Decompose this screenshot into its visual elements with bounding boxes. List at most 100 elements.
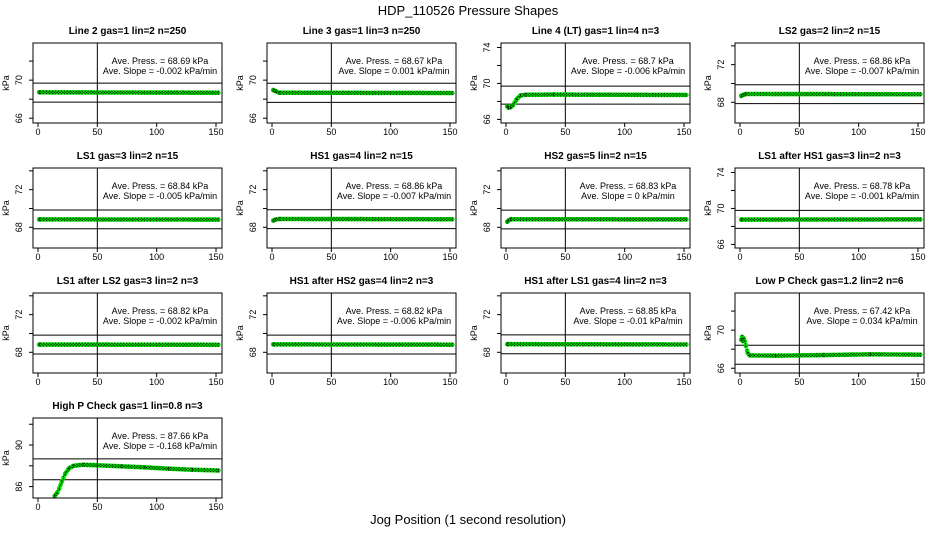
subplot-title: Low P Check gas=1.2 lin=2 n=6 [756, 276, 904, 287]
y-tick-label: 66 [248, 113, 258, 123]
annotation-ave-press: Ave. Press. = 68.83 kPa [580, 181, 677, 191]
x-tick-label: 0 [35, 127, 40, 137]
subplot-title: HS1 after LS1 gas=4 lin=2 n=3 [524, 276, 667, 287]
x-tick-label: 100 [851, 252, 866, 262]
annotation-ave-press: Ave. Press. = 68.67 kPa [346, 56, 443, 66]
annotation-ave-press: Ave. Press. = 68.78 kPa [814, 181, 911, 191]
figure-title: HDP_110526 Pressure Shapes [377, 3, 559, 18]
x-tick-label: 50 [92, 127, 102, 137]
x-tick-label: 0 [737, 377, 742, 387]
annotation-ave-press: Ave. Press. = 87.66 kPa [112, 431, 209, 441]
x-tick-label: 150 [910, 252, 925, 262]
x-tick-label: 100 [617, 377, 632, 387]
annotation-ave-slope: Ave. Slope = 0 kPa/min [581, 191, 675, 201]
x-tick-label: 100 [149, 252, 164, 262]
x-tick-label: 100 [383, 127, 398, 137]
subplot-ls1: 0 50 100 150 68 72 kPa LS1 gas=3 lin=2 n=15 Ave.… [0, 143, 234, 268]
x-tick-label: 50 [92, 502, 102, 512]
x-tick-label: 100 [617, 252, 632, 262]
plot-box [500, 292, 691, 374]
plot-box [32, 42, 223, 124]
plot-box [266, 292, 457, 374]
annotation-ave-slope: Ave. Slope = -0.007 kPa/min [805, 66, 919, 76]
plot-box [734, 42, 925, 124]
annotation-ave-slope: Ave. Slope = -0.006 kPa/min [571, 66, 685, 76]
x-tick-label: 0 [269, 127, 274, 137]
y-tick-label: 66 [14, 113, 24, 123]
y-tick-label: 72 [14, 185, 24, 195]
plot-box [32, 292, 223, 374]
y-tick-label: 68 [248, 347, 258, 357]
empty-cell [468, 393, 702, 518]
plot-box [734, 167, 925, 249]
y-tick-label: 66 [482, 114, 492, 124]
x-tick-label: 0 [503, 377, 508, 387]
x-tick-label: 0 [35, 377, 40, 387]
subplot-ls2: 0 50 100 150 68 72 kPa LS2 gas=2 lin=2 n=15 Ave.… [702, 18, 936, 143]
x-tick-label: 50 [794, 252, 804, 262]
y-tick-label: 68 [14, 347, 24, 357]
subplot-title: LS1 after LS2 gas=3 lin=2 n=3 [57, 276, 199, 287]
y-axis-unit-label: kPa [1, 325, 11, 341]
y-tick-label: 70 [716, 203, 726, 213]
annotation-ave-press: Ave. Press. = 68.82 kPa [346, 306, 443, 316]
data-series-speckle [38, 90, 219, 95]
plot-box [500, 167, 691, 249]
annotation-ave-press: Ave. Press. = 68.86 kPa [814, 56, 911, 66]
y-tick-label: 72 [14, 310, 24, 320]
y-tick-label: 68 [716, 97, 726, 107]
data-series-speckle [38, 342, 219, 347]
plot-box [266, 167, 457, 249]
x-tick-label: 50 [560, 377, 570, 387]
y-axis-unit-label: kPa [235, 200, 245, 216]
y-tick-label: 72 [248, 310, 258, 320]
x-tick-label: 150 [442, 127, 457, 137]
y-axis-unit-label: kPa [703, 200, 713, 216]
plot-box [734, 292, 925, 374]
y-tick-label: 70 [716, 325, 726, 335]
annotation-ave-slope: Ave. Slope = -0.001 kPa/min [805, 191, 919, 201]
x-tick-label: 0 [503, 252, 508, 262]
x-tick-label: 150 [910, 127, 925, 137]
annotation-ave-press: Ave. Press. = 68.7 kPa [582, 56, 674, 66]
annotation-ave-press: Ave. Press. = 68.85 kPa [580, 306, 677, 316]
x-tick-label: 150 [208, 127, 223, 137]
empty-cell [702, 393, 936, 518]
subplot-title: Line 4 (LT) gas=1 lin=4 n=3 [532, 26, 660, 37]
data-series-points [52, 462, 221, 499]
annotation-ave-press: Ave. Press. = 68.86 kPa [346, 181, 443, 191]
x-tick-label: 0 [737, 127, 742, 137]
y-tick-label: 72 [248, 185, 258, 195]
annotation-ave-slope: Ave. Slope = -0.006 kPa/min [337, 316, 451, 326]
x-axis-title: Jog Position (1 second resolution) [370, 512, 566, 527]
subplot-grid: 0 50 100 150 66 70 kPa Line 2 gas=1 lin=2 n=250… [0, 18, 936, 518]
subplot-hs1-after-hs2: 0 50 100 150 68 72 kPa HS1 after HS2 gas=4 lin=… [234, 268, 468, 393]
plot-box [32, 417, 223, 499]
y-tick-label: 68 [14, 222, 24, 232]
x-tick-label: 100 [851, 127, 866, 137]
x-tick-label: 100 [851, 377, 866, 387]
y-axis-unit-label: kPa [703, 75, 713, 91]
x-tick-label: 100 [617, 127, 632, 137]
annotation-ave-slope: Ave. Slope = 0.034 kPa/min [806, 316, 917, 326]
subplot-hs2: 0 50 100 150 68 72 kPa HS2 gas=5 lin=2 n=15 Ave.… [468, 143, 702, 268]
x-tick-label: 150 [676, 127, 691, 137]
x-tick-label: 100 [383, 252, 398, 262]
x-tick-label: 0 [737, 252, 742, 262]
subplot-line-2: 0 50 100 150 66 70 kPa Line 2 gas=1 lin=2 n=250… [0, 18, 234, 143]
y-tick-label: 72 [482, 185, 492, 195]
y-tick-label: 72 [716, 60, 726, 70]
x-tick-label: 100 [149, 502, 164, 512]
annotation-ave-slope: Ave. Slope = -0.007 kPa/min [337, 191, 451, 201]
y-axis-unit-label: kPa [235, 325, 245, 341]
x-tick-label: 150 [676, 252, 691, 262]
x-tick-label: 0 [503, 127, 508, 137]
